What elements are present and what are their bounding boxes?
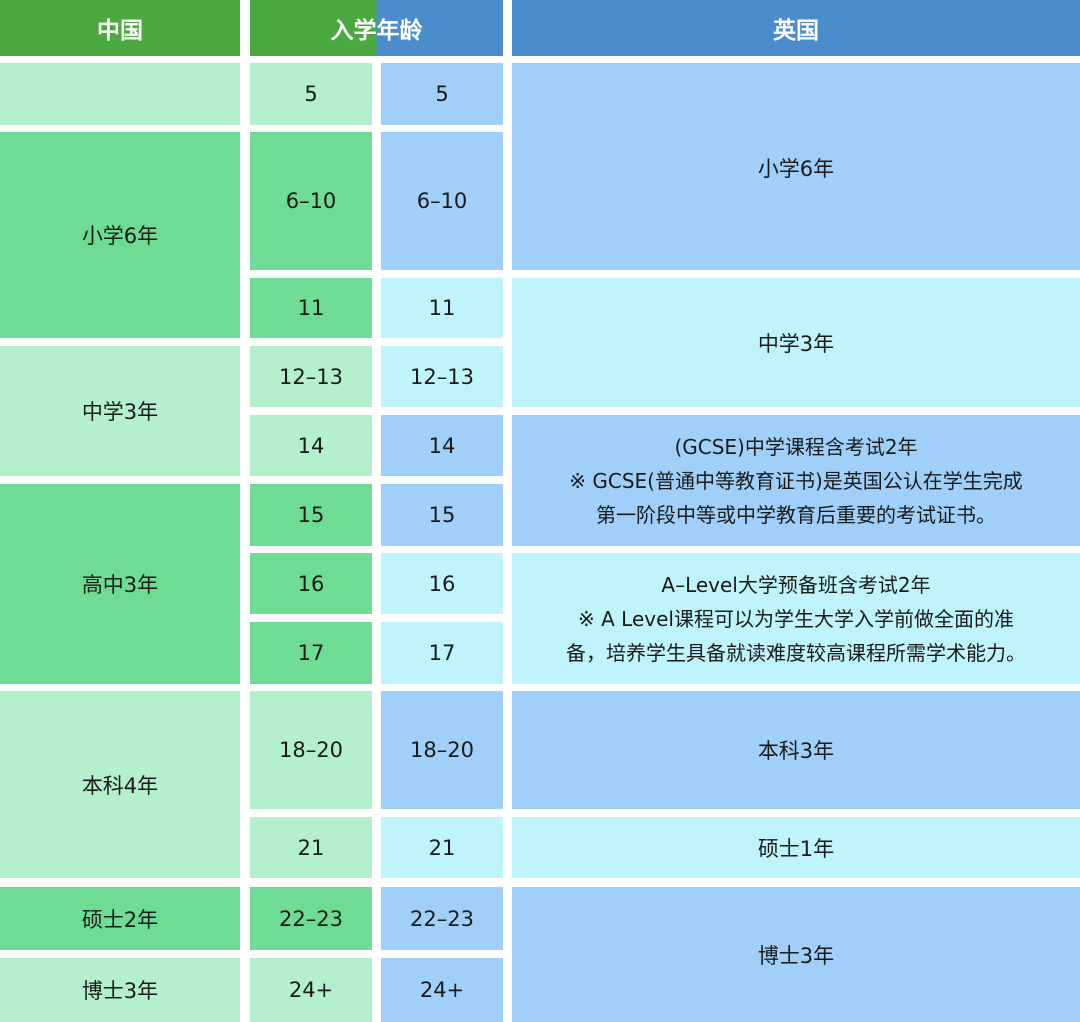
age-china-cell: 12–13	[250, 346, 372, 407]
header-uk: 英国	[512, 0, 1080, 56]
uk-bachelor: 本科3年	[512, 691, 1080, 809]
uk-secondary: 中学3年	[512, 278, 1080, 407]
age-china-cell: 5	[250, 63, 372, 125]
header-age: 入学年龄	[250, 0, 503, 56]
china-master: 硕士2年	[0, 887, 240, 950]
header-china: 中国	[0, 0, 240, 56]
age-china-cell: 15	[250, 484, 372, 546]
age-uk-cell: 17	[381, 622, 503, 684]
uk-gcse: (GCSE)中学课程含考试2年 ※ GCSE(普通中等教育证书)是英国公认在学生…	[512, 415, 1080, 546]
age-china-cell: 22–23	[250, 887, 372, 950]
age-uk-cell: 5	[381, 63, 503, 125]
age-uk-cell: 6–10	[381, 132, 503, 270]
uk-phd: 博士3年	[512, 887, 1080, 1022]
age-uk-cell: 22–23	[381, 887, 503, 950]
age-uk-cell: 16	[381, 553, 503, 614]
age-uk-cell: 14	[381, 415, 503, 476]
china-bachelor: 本科4年	[0, 691, 240, 878]
uk-alevel: A–Level大学预备班含考试2年 ※ A Level课程可以为学生大学入学前做…	[512, 553, 1080, 684]
age-china-cell: 16	[250, 553, 372, 614]
uk-gcse-note-2: 第一阶段中等或中学教育后重要的考试证书。	[596, 502, 996, 527]
age-china-cell: 6–10	[250, 132, 372, 270]
age-uk-cell: 24+	[381, 958, 503, 1022]
age-uk-cell: 18–20	[381, 691, 503, 809]
uk-master: 硕士1年	[512, 817, 1080, 878]
uk-gcse-title: (GCSE)中学课程含考试2年	[674, 434, 918, 459]
uk-primary: 小学6年	[512, 63, 1080, 270]
age-china-cell: 14	[250, 415, 372, 476]
uk-gcse-note-1: ※ GCSE(普通中等教育证书)是英国公认在学生完成	[569, 468, 1023, 493]
age-china-cell: 21	[250, 817, 372, 878]
china-high: 高中3年	[0, 484, 240, 684]
age-china-cell: 18–20	[250, 691, 372, 809]
age-china-cell: 24+	[250, 958, 372, 1022]
age-china-cell: 11	[250, 278, 372, 338]
age-uk-cell: 12–13	[381, 346, 503, 407]
china-phd: 博士3年	[0, 958, 240, 1022]
uk-alevel-note-1: ※ A Level课程可以为学生大学入学前做全面的准	[578, 606, 1014, 631]
age-uk-cell: 21	[381, 817, 503, 878]
china-middle: 中学3年	[0, 346, 240, 476]
china-primary: 小学6年	[0, 132, 240, 338]
china-cell-empty	[0, 63, 240, 125]
age-china-cell: 17	[250, 622, 372, 684]
uk-alevel-note-2: 备，培养学生具备就读难度较高课程所需学术能力。	[566, 640, 1026, 665]
age-uk-cell: 15	[381, 484, 503, 546]
uk-alevel-title: A–Level大学预备班含考试2年	[661, 572, 931, 597]
age-uk-cell: 11	[381, 278, 503, 338]
